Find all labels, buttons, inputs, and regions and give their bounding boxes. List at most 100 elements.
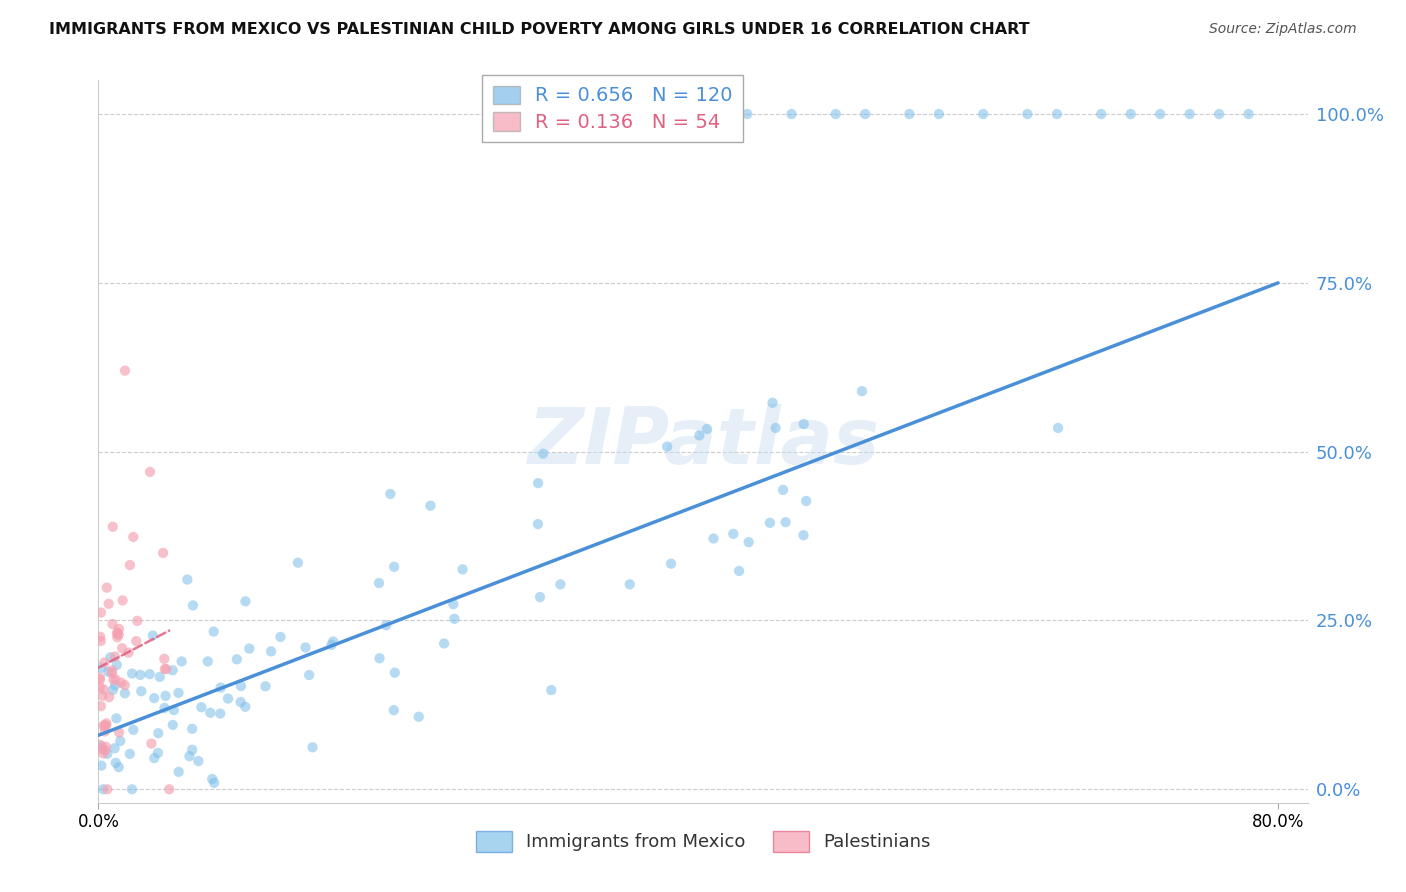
Point bbox=[688, 428, 710, 442]
Point bbox=[233, 699, 256, 714]
Point bbox=[229, 695, 252, 709]
Point bbox=[121, 782, 143, 797]
Text: Source: ZipAtlas.com: Source: ZipAtlas.com bbox=[1209, 22, 1357, 37]
Point bbox=[110, 675, 132, 690]
Point bbox=[107, 760, 129, 774]
Point bbox=[104, 741, 127, 756]
Point bbox=[550, 577, 572, 591]
Point bbox=[527, 476, 550, 491]
Point bbox=[772, 483, 794, 497]
Point bbox=[368, 576, 391, 591]
Text: IMMIGRANTS FROM MEXICO VS PALESTINIAN CHILD POVERTY AMONG GIRLS UNDER 16 CORRELA: IMMIGRANTS FROM MEXICO VS PALESTINIAN CH… bbox=[49, 22, 1029, 37]
Point bbox=[793, 417, 815, 431]
Point bbox=[187, 754, 209, 768]
Point bbox=[269, 630, 291, 644]
Point bbox=[928, 107, 950, 121]
Point bbox=[105, 627, 128, 641]
Point bbox=[759, 516, 782, 530]
Point bbox=[527, 517, 550, 532]
Point bbox=[93, 719, 115, 733]
Point bbox=[380, 487, 402, 501]
Point bbox=[101, 520, 124, 534]
Point bbox=[441, 597, 464, 611]
Point bbox=[90, 758, 112, 772]
Point bbox=[202, 776, 225, 790]
Point bbox=[235, 594, 257, 608]
Point bbox=[118, 747, 141, 761]
Point bbox=[851, 384, 873, 399]
Point bbox=[322, 634, 344, 648]
Point bbox=[163, 703, 186, 717]
Point bbox=[101, 683, 124, 698]
Point bbox=[529, 590, 551, 604]
Point bbox=[775, 515, 797, 529]
Point bbox=[90, 634, 112, 648]
Point bbox=[96, 747, 118, 761]
Point bbox=[90, 699, 112, 714]
Point bbox=[217, 691, 239, 706]
Point bbox=[97, 597, 120, 611]
Point bbox=[142, 628, 165, 642]
Point bbox=[138, 667, 160, 681]
Point bbox=[89, 738, 111, 752]
Point bbox=[90, 739, 112, 754]
Point bbox=[93, 656, 115, 670]
Point bbox=[443, 612, 465, 626]
Point bbox=[382, 703, 405, 717]
Point bbox=[179, 749, 201, 764]
Point bbox=[146, 746, 169, 760]
Point bbox=[225, 652, 247, 666]
Point bbox=[122, 723, 145, 737]
Point bbox=[301, 740, 323, 755]
Point bbox=[197, 655, 219, 669]
Legend: Immigrants from Mexico, Palestinians: Immigrants from Mexico, Palestinians bbox=[468, 823, 938, 859]
Point bbox=[1017, 107, 1039, 121]
Point bbox=[103, 673, 125, 687]
Point bbox=[101, 666, 124, 681]
Point bbox=[167, 686, 190, 700]
Point bbox=[93, 718, 115, 732]
Point bbox=[114, 678, 136, 692]
Point bbox=[696, 422, 718, 436]
Point bbox=[89, 680, 111, 694]
Point bbox=[129, 684, 152, 698]
Point bbox=[619, 577, 641, 591]
Point bbox=[91, 747, 114, 761]
Point bbox=[117, 646, 139, 660]
Point bbox=[824, 107, 846, 121]
Point bbox=[735, 107, 758, 121]
Point bbox=[190, 700, 212, 714]
Point bbox=[118, 558, 141, 572]
Point bbox=[114, 364, 136, 378]
Point bbox=[162, 663, 184, 677]
Point bbox=[298, 668, 321, 682]
Point bbox=[108, 725, 131, 739]
Point bbox=[1090, 107, 1112, 121]
Point bbox=[181, 722, 204, 736]
Point bbox=[657, 440, 679, 454]
Point bbox=[129, 668, 152, 682]
Point bbox=[209, 681, 232, 695]
Point bbox=[792, 528, 814, 542]
Point bbox=[122, 530, 145, 544]
Point bbox=[1208, 107, 1230, 121]
Point bbox=[1046, 107, 1069, 121]
Point bbox=[94, 739, 117, 754]
Point bbox=[105, 625, 128, 640]
Point bbox=[96, 782, 118, 797]
Point bbox=[148, 726, 170, 740]
Point bbox=[105, 631, 128, 645]
Point bbox=[90, 661, 112, 675]
Point bbox=[162, 718, 184, 732]
Point bbox=[90, 606, 112, 620]
Point bbox=[181, 743, 204, 757]
Point bbox=[202, 624, 225, 639]
Point bbox=[433, 636, 456, 650]
Point bbox=[181, 599, 204, 613]
Point bbox=[153, 662, 176, 676]
Point bbox=[659, 557, 682, 571]
Point bbox=[761, 396, 783, 410]
Point bbox=[702, 532, 724, 546]
Point bbox=[101, 664, 124, 678]
Point bbox=[201, 772, 224, 786]
